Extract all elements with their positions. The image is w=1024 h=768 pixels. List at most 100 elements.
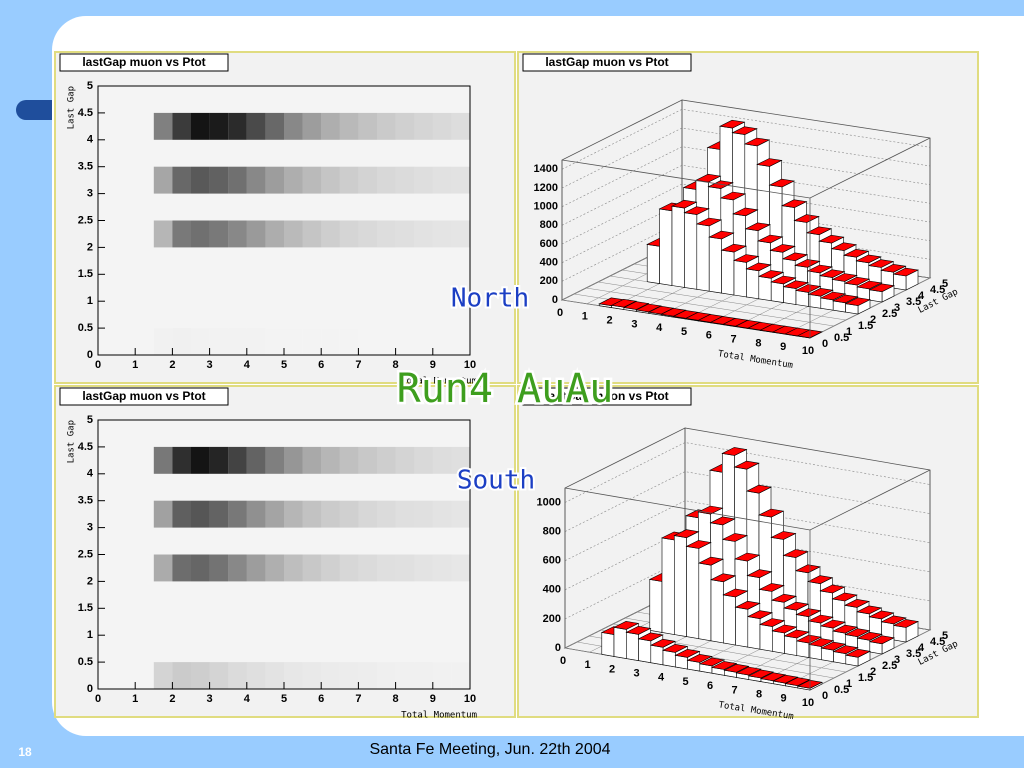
- bar-top: [637, 632, 664, 642]
- bar-front: [784, 635, 798, 656]
- density-cell: [302, 220, 322, 248]
- chart-panel: lastGap muon vs Ptot 0 200 400 600 800 1000 0 1 2…: [517, 385, 979, 722]
- bar-top: [745, 262, 772, 272]
- chart-title: lastGap muon vs Ptot: [545, 55, 668, 69]
- density-cell: [265, 500, 284, 528]
- density-cell: [154, 328, 173, 355]
- y-grid: [597, 281, 847, 321]
- density-cell: [209, 554, 229, 582]
- bar-top: [781, 199, 808, 208]
- z-tick-label: 800: [543, 526, 561, 538]
- density-cell: [302, 166, 322, 194]
- bar-top: [743, 137, 771, 147]
- bar-front: [735, 606, 749, 648]
- bar-top: [794, 259, 821, 268]
- x-tick-label: 7: [731, 334, 737, 346]
- y-axis-label: Last Gap: [67, 86, 77, 129]
- density-cell: [396, 662, 415, 689]
- bar-front: [696, 223, 710, 292]
- x-tick-label: 8: [755, 337, 761, 349]
- density-cell: [209, 112, 229, 140]
- density-cell: [451, 500, 470, 528]
- density-cell: [246, 166, 266, 194]
- bar-top: [782, 549, 809, 558]
- bar-top: [832, 624, 859, 634]
- density-cell: [191, 554, 210, 582]
- bar-top: [807, 575, 834, 585]
- density-cell: [432, 166, 452, 194]
- y-tick-label: 4.5: [78, 107, 93, 119]
- bar-top: [868, 610, 895, 620]
- y-tick-label: 3: [87, 188, 93, 200]
- x-tick-label: 4: [656, 322, 663, 334]
- density-cell: [395, 166, 415, 194]
- bar-top: [768, 178, 795, 188]
- bar-top: [673, 529, 700, 539]
- grid-line: [561, 202, 931, 263]
- density-cell: [358, 554, 377, 582]
- title-box: [59, 387, 229, 406]
- y-tick-label: 2.5: [882, 308, 897, 320]
- density-cell: [153, 220, 173, 248]
- grid-line: [561, 164, 931, 226]
- density-cell: [246, 112, 266, 140]
- bar-front: [770, 281, 784, 303]
- density-cell: [339, 166, 359, 194]
- bar-top: [868, 283, 895, 293]
- x-tick-label: 6: [706, 330, 712, 342]
- chart-panel: lastGap muon vs Ptot02004006008001000120…: [517, 51, 979, 384]
- bar-top: [807, 614, 834, 624]
- density-cell: [414, 166, 433, 194]
- x-tick-label: 4: [658, 672, 665, 684]
- bar-front: [893, 625, 907, 643]
- bar-top: [832, 645, 859, 655]
- density-cell: [395, 554, 415, 582]
- bar-top: [772, 674, 799, 684]
- x-tick-label: 4: [244, 359, 251, 371]
- x-tick-label: 7: [731, 684, 737, 696]
- bar-top: [819, 291, 847, 301]
- y-tick-label: 5: [942, 630, 948, 642]
- bar-top: [734, 552, 761, 562]
- density-cell: [246, 446, 266, 474]
- density-cell: [246, 220, 266, 248]
- bar-top: [613, 620, 640, 630]
- south-label: South: [457, 466, 535, 496]
- density-cell: [321, 554, 340, 582]
- density-cell: [395, 112, 415, 140]
- density-cell: [246, 662, 266, 689]
- density-cell: [451, 166, 470, 194]
- bar-top: [832, 294, 859, 304]
- x-tick-label: 7: [355, 693, 361, 705]
- density-cell: [340, 662, 359, 689]
- bar-front: [662, 649, 676, 668]
- x-tick-label: 2: [169, 359, 175, 371]
- density-cell: [377, 554, 396, 582]
- density-cell: [284, 166, 303, 194]
- y-tick-label: 1: [87, 295, 93, 307]
- x-tick-label: 9: [780, 693, 786, 705]
- density-cell: [432, 220, 452, 248]
- bar-top: [721, 533, 748, 542]
- y-tick-label: 1.5: [858, 672, 873, 684]
- density-cell: [395, 446, 415, 474]
- x-tick-label: 5: [281, 359, 287, 371]
- density-cell: [358, 328, 377, 355]
- footer: Santa Fe Meeting, Jun. 22th 2004: [369, 741, 610, 758]
- bar-top: [674, 648, 701, 658]
- bar-top: [794, 564, 821, 574]
- z-tick-label: 400: [540, 257, 558, 269]
- y-tick-label: 5: [87, 80, 93, 92]
- bar-front: [747, 616, 761, 650]
- x-tick-label: 10: [464, 359, 476, 371]
- density-cell: [228, 328, 247, 355]
- density-cell: [377, 446, 396, 474]
- bar-front: [684, 212, 698, 290]
- bar-top: [757, 234, 784, 244]
- z-tick-label: 200: [540, 275, 558, 287]
- x-tick-label: 10: [464, 693, 476, 705]
- y-tick-label: 2.5: [882, 660, 897, 672]
- y-tick-label: 5: [87, 414, 93, 426]
- bar-front: [613, 626, 627, 659]
